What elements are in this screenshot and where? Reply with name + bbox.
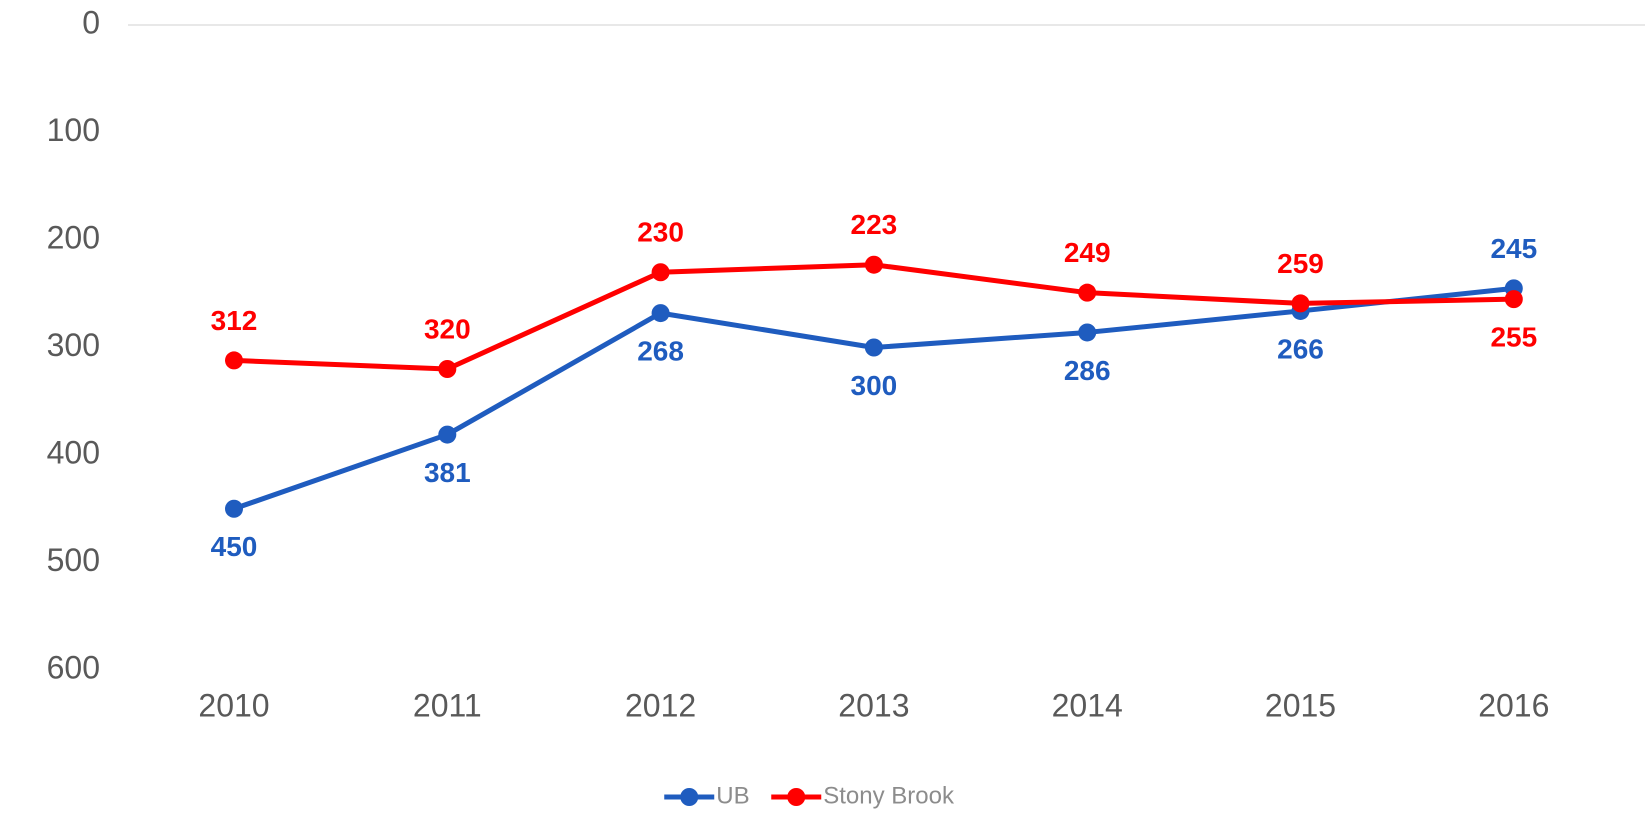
data-point [438, 425, 457, 444]
data-point [651, 263, 670, 282]
data-label: 223 [851, 209, 898, 240]
y-tick-label: 300 [47, 327, 100, 363]
data-point [1078, 283, 1097, 302]
data-label: 450 [211, 531, 258, 562]
data-label: 381 [424, 457, 471, 488]
x-tick-label: 2016 [1478, 687, 1549, 723]
data-label: 255 [1490, 322, 1537, 353]
data-point [225, 499, 243, 518]
legend-marker [787, 788, 806, 806]
y-tick-label: 600 [47, 649, 100, 685]
x-tick-label: 2010 [198, 687, 269, 723]
data-point [1078, 323, 1097, 342]
data-point [1504, 290, 1523, 309]
y-tick-label: 200 [47, 219, 100, 255]
x-tick-label: 2012 [625, 687, 696, 723]
legend-label: UB [716, 782, 749, 809]
data-label: 249 [1064, 237, 1111, 268]
data-label: 266 [1277, 333, 1324, 364]
x-tick-label: 2015 [1265, 687, 1336, 723]
y-tick-label: 400 [47, 434, 100, 470]
data-label: 230 [637, 217, 684, 248]
data-label: 286 [1064, 355, 1111, 386]
y-tick-label: 500 [47, 542, 100, 578]
data-point [1291, 294, 1310, 313]
x-tick-label: 2011 [413, 687, 482, 723]
data-label: 245 [1490, 233, 1537, 264]
y-tick-label: 0 [82, 4, 100, 40]
data-point [864, 338, 883, 357]
data-point [651, 304, 670, 323]
data-point [225, 351, 243, 370]
data-label: 312 [211, 305, 258, 336]
x-tick-label: 2013 [838, 687, 909, 723]
data-label: 259 [1277, 248, 1324, 279]
data-label: 300 [851, 370, 898, 401]
data-label: 268 [637, 335, 684, 366]
y-tick-label: 100 [47, 112, 100, 148]
x-tick-label: 2014 [1052, 687, 1123, 723]
data-point [864, 255, 883, 274]
data-label: 320 [424, 313, 471, 344]
legend-label: Stony Brook [823, 782, 955, 809]
legend-marker [680, 788, 699, 806]
data-point [438, 360, 457, 378]
